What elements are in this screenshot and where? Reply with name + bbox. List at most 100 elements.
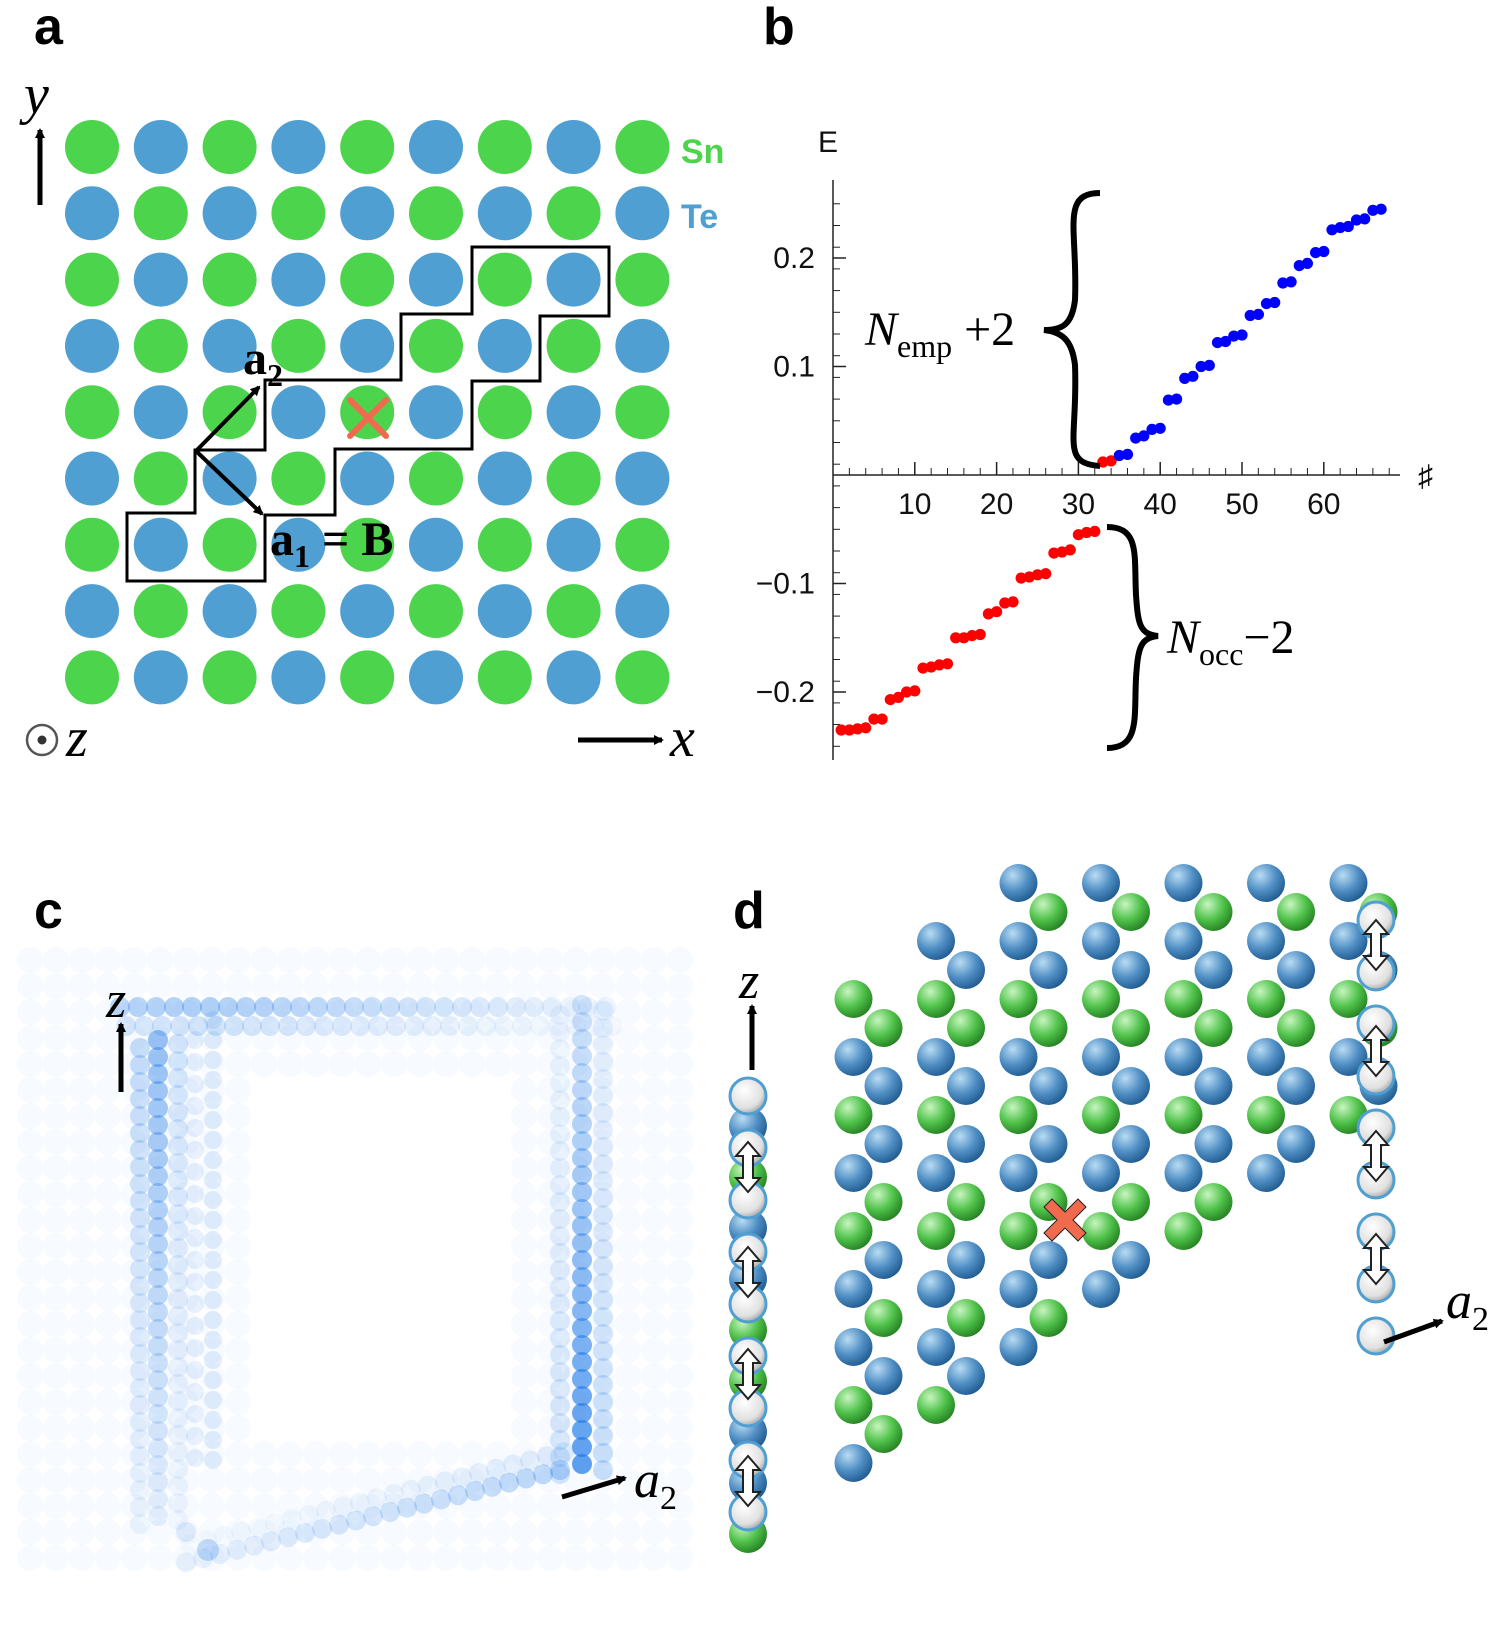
density-blob <box>130 1344 150 1364</box>
data-point <box>1113 449 1125 462</box>
density-blob <box>407 1441 433 1467</box>
density-blob <box>589 973 615 999</box>
density-blob <box>512 1016 532 1036</box>
density-blob <box>69 999 95 1025</box>
density-blob <box>550 1124 570 1144</box>
density-blob <box>130 1140 150 1160</box>
density-blob <box>17 1441 43 1467</box>
te-atom <box>1112 951 1150 989</box>
density-blob <box>596 997 616 1017</box>
density-blob <box>17 1337 43 1363</box>
data-point <box>1105 455 1117 467</box>
sn-atom <box>947 1299 985 1337</box>
density-blob <box>69 1181 95 1207</box>
te-atom <box>917 1270 955 1308</box>
te-atom <box>1029 1241 1068 1279</box>
density-blob <box>615 1181 641 1207</box>
density-blob <box>204 1391 222 1409</box>
sn-atom <box>1029 1009 1068 1047</box>
te-atom <box>202 584 257 639</box>
data-point <box>1318 245 1330 258</box>
density-blob <box>204 1171 222 1189</box>
sn-atom <box>340 385 395 440</box>
density-blob <box>572 1114 592 1134</box>
density-blob <box>469 1463 489 1483</box>
density-blob <box>261 1531 281 1552</box>
te-atom <box>834 1038 873 1076</box>
density-blob <box>204 1431 222 1449</box>
sn-atom <box>864 1009 903 1047</box>
density-blob <box>186 1229 204 1247</box>
te-atom <box>1082 922 1120 960</box>
density-blob <box>168 1306 188 1326</box>
density-blob <box>148 1166 168 1186</box>
sn-atom <box>133 584 188 639</box>
density-blob <box>554 1442 574 1462</box>
density-blob <box>314 1016 334 1036</box>
density-blob <box>204 1331 222 1349</box>
density-blob <box>168 1340 188 1360</box>
density-blob <box>511 1285 537 1311</box>
density-blob <box>329 1441 355 1467</box>
density-blob <box>17 1545 43 1571</box>
density-blob <box>593 1052 613 1072</box>
data-point <box>1203 359 1215 371</box>
density-blob <box>69 1051 95 1077</box>
sn-atom <box>1112 893 1150 931</box>
density-blob <box>615 1519 641 1545</box>
te-atom <box>65 186 119 241</box>
sn-atom <box>917 1096 955 1134</box>
density-blob <box>572 1029 592 1049</box>
te-atom <box>202 318 257 373</box>
density-blob <box>168 1272 188 1292</box>
density-blob <box>130 1225 150 1245</box>
density-blob <box>563 973 589 999</box>
density-blob <box>641 973 667 999</box>
slab-atoms <box>728 864 1398 1553</box>
density-blob <box>225 1285 251 1311</box>
density-blob <box>176 1552 196 1573</box>
density-blob <box>43 1311 69 1337</box>
density-blob <box>329 1514 349 1535</box>
density-blob <box>641 1415 667 1441</box>
data-point <box>1154 422 1166 434</box>
density-blob <box>69 1233 95 1259</box>
density-blob <box>95 1467 121 1493</box>
sn-atom <box>834 1386 873 1424</box>
panel-c: c z a2 <box>17 882 693 1573</box>
density-blob <box>204 1131 222 1149</box>
density-blob <box>641 1363 667 1389</box>
density-blob <box>435 1471 455 1492</box>
data-point <box>1015 572 1027 584</box>
density-blob <box>168 1034 188 1054</box>
density-blob <box>173 947 199 973</box>
density-blob <box>470 997 490 1017</box>
density-blob <box>615 1129 641 1155</box>
density-blob <box>667 1441 693 1467</box>
density-blob <box>186 1207 204 1225</box>
density-blob <box>593 1239 613 1259</box>
density-blob <box>43 999 69 1025</box>
density-blob <box>537 1446 557 1467</box>
density-blob <box>199 1493 225 1519</box>
density-blob <box>43 1493 69 1519</box>
density-blob <box>168 1476 188 1496</box>
density-blob <box>593 1375 613 1395</box>
density-blob <box>95 1233 121 1259</box>
density-blob <box>204 1251 222 1269</box>
density-blob <box>563 947 589 973</box>
density-blob <box>355 1441 381 1467</box>
density-blob <box>244 1535 264 1556</box>
density-blob <box>641 1207 667 1233</box>
a1-sub: 1 <box>294 538 310 574</box>
density-blob <box>95 1337 121 1363</box>
te-atom <box>1247 1154 1285 1192</box>
te-atom <box>409 650 463 705</box>
density-blob <box>433 1545 459 1571</box>
density-blob <box>251 947 277 973</box>
legend-sn: Sn <box>681 133 724 171</box>
sn-atom <box>340 650 395 705</box>
density-blob <box>572 1420 592 1440</box>
a1-vector-arrow <box>194 449 264 516</box>
density-blob <box>130 1157 150 1177</box>
